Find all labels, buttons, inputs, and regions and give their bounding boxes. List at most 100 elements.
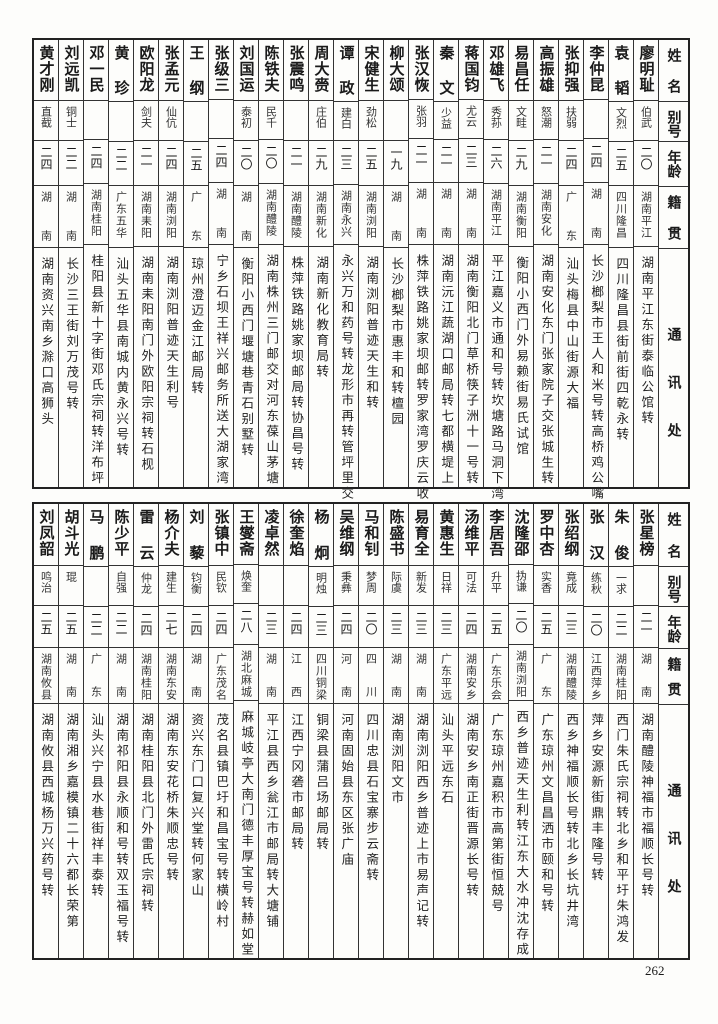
record-native: 湖南醴陵 xyxy=(264,189,278,238)
record-address: 汕头梅县中山街源大福 xyxy=(564,256,580,412)
record-alias: 少益 xyxy=(439,107,453,129)
person-record: 黄珍 二二 广东五华 汕头五华县南城内黄永兴号转 xyxy=(108,40,133,487)
roster-table-bottom: 姓名 别号 年龄 籍贯 通讯处 张星榜 二一 湖南 湖南醴陵神福市福顺长号转 朱俊 一求 二二 湖南桂阳… xyxy=(32,502,690,960)
record-alias: 焕奎 xyxy=(239,570,253,593)
person-record: 高振雄 怒潮 二一 湖南安化 湖南安化东门张家院子交张城生转 xyxy=(533,40,558,487)
record-address: 西门朱氏宗祠转北乡和平圩朱鸿发 xyxy=(614,713,630,946)
record-native: 湖南桂阳 xyxy=(614,653,628,702)
record-alias: 升平 xyxy=(489,571,503,594)
record-age: 一九 xyxy=(389,146,403,171)
person-record: 李居吾 升平 二五 广东乐会 广东琼州嘉积市高第街恒兢号 xyxy=(483,504,508,958)
person-record: 张星榜 二一 湖南 湖南醴陵神福市福顺长号转 xyxy=(633,504,658,958)
record-alias: 尤云 xyxy=(464,105,478,128)
person-record: 马鹏 二二 广东 汕头兴宁县水巷街祥丰泰转 xyxy=(83,504,108,958)
person-record: 邓雄飞 秀荪 二六 湖南平江 平江嘉义市通和号转坎塘路马洞下湾 xyxy=(483,40,508,502)
record-alias: 泰初 xyxy=(239,106,253,129)
record-address: 桂阳县新十字街邓氏宗祠转洋布坪 xyxy=(89,254,105,487)
record-alias: 自强 xyxy=(114,571,128,594)
record-native: 湖南醴陵 xyxy=(289,190,303,239)
record-address: 汕头兴宁县水巷街祥丰泰转 xyxy=(89,713,105,900)
record-age: 二三 xyxy=(414,611,428,636)
person-record: 吴维纲 秉彝 二四 河南 河南固始县东区张广庙 xyxy=(333,504,358,958)
record-native: 湖南攸县 xyxy=(39,652,53,701)
page-number: 262 xyxy=(645,963,665,978)
record-name: 柳大颂 xyxy=(387,45,406,93)
record-name: 欧阳龙 xyxy=(137,45,156,93)
column-header-native: 籍贯 xyxy=(665,195,682,240)
record-alias: 一求 xyxy=(614,572,628,594)
record-name: 高振雄 xyxy=(537,45,556,93)
record-native: 广东 xyxy=(189,191,203,243)
record-age: 二三 xyxy=(389,611,403,636)
record-age: 二三 xyxy=(314,611,328,636)
record-native: 湖南 xyxy=(39,190,53,242)
record-native: 湖南浏阳 xyxy=(364,190,378,239)
record-native: 湖南 xyxy=(389,652,403,698)
record-address: 湖南安乡南正街晋源长号转 xyxy=(464,712,480,899)
record-address: 湖南安化东门张家院子交张城生转 xyxy=(539,254,555,487)
record-native: 广东 xyxy=(539,652,553,698)
record-address: 湖南祁阳县永顺和号转双玉福号转 xyxy=(114,712,130,946)
record-age: 二四 xyxy=(564,146,578,171)
record-name: 李居吾 xyxy=(487,509,506,557)
record-address: 湖南耒阳南门外欧阳宗祠转石枧 xyxy=(139,256,155,474)
person-record: 黄惠生 日祥 二三 广东平远 汕头平远东石 xyxy=(433,504,458,958)
record-name: 张汉 xyxy=(587,509,606,561)
record-native: 湖南 xyxy=(114,652,128,698)
record-native: 湖南桂阳 xyxy=(139,653,153,702)
record-native: 广东五华 xyxy=(114,191,128,240)
person-record: 胡斗光琨二五 湖南 湖南湘乡嘉模镇二十六都长荣第 xyxy=(58,504,83,958)
record-name: 杨介夫 xyxy=(162,509,181,557)
column-header-alias: 别号 xyxy=(665,110,682,138)
record-age: 二三 xyxy=(564,611,578,636)
record-age: 二四 xyxy=(589,144,603,169)
record-name: 邓雄飞 xyxy=(487,45,506,93)
person-record: 刘国运 泰初 二〇 湖南 衡阳小西门堰塘巷青石别墅转 xyxy=(233,40,258,487)
record-address: 四川忠县石宝寨步云斋转 xyxy=(364,712,380,884)
record-name: 蒋国钧 xyxy=(462,45,481,93)
record-native: 湖南新化 xyxy=(314,190,328,239)
record-address: 平江嘉义市通和号转坎塘路马洞下湾 xyxy=(489,254,505,502)
column-header-address: 通讯处 xyxy=(665,327,682,437)
record-name: 杨炯 xyxy=(312,509,331,561)
record-address: 长沙三王街刘万茂号转 xyxy=(64,256,80,412)
record-native: 湖南耒阳 xyxy=(139,190,153,239)
record-alias: 文烈 xyxy=(614,107,628,129)
record-alias: 文畦 xyxy=(514,106,528,129)
record-address: 湖南衡阳北门草桥筷子洲十一号转 xyxy=(464,254,480,487)
record-alias: 日祥 xyxy=(439,571,453,594)
record-age: 二九 xyxy=(514,146,528,171)
record-address: 广东琼州文昌昌洒市颐和号转 xyxy=(539,712,555,915)
record-address: 衡阳小西门堰塘巷青石别墅转 xyxy=(239,256,255,459)
record-alias: 仲龙 xyxy=(139,572,153,594)
record-address: 湖南平江东街泰临公馆转 xyxy=(639,256,655,427)
record-age: 二二 xyxy=(614,611,628,636)
record-address: 茂名县镇巴圩和昌宝号转横岭村 xyxy=(214,712,230,930)
record-name: 陈盛书 xyxy=(387,509,406,557)
person-record: 沈隆邵 㧑谦 二〇 湖南浏阳 西乡普迹天生利转江东大水冲沈存成 xyxy=(508,504,533,958)
record-address: 株萍铁路姚家坝邮局转协昌号转 xyxy=(289,256,305,474)
column-header-name: 姓名 xyxy=(665,48,682,93)
record-age: 二五 xyxy=(489,611,503,636)
record-native: 湖南 xyxy=(414,188,428,239)
record-name: 汤维平 xyxy=(462,509,481,557)
record-age: 二一 xyxy=(539,145,553,170)
person-record: 刘远凯 铜士 二二 湖南 长沙三王街刘万茂号转 xyxy=(58,40,83,487)
record-alias: 庄伯 xyxy=(314,106,328,129)
person-record: 张孟元 仙伉 二四 湖南浏阳 湖南浏阳普迹天生利号 xyxy=(158,40,183,487)
record-native: 广东乐会 xyxy=(489,652,503,701)
record-native: 湖南 xyxy=(239,190,253,242)
record-alias: 可法 xyxy=(464,571,478,594)
record-name: 雷云 xyxy=(137,509,156,561)
record-alias: 钧衡 xyxy=(189,572,203,594)
column-header-age: 年龄 xyxy=(665,615,682,643)
record-age: 二五 xyxy=(64,611,78,636)
record-native: 湖南 xyxy=(64,652,78,698)
record-address: 湖南新化教育局转 xyxy=(314,256,330,381)
record-alias: 秀荪 xyxy=(489,105,503,128)
record-age: 二二 xyxy=(89,611,103,636)
person-record: 秦文 少益 二一 湖南 湖南沅江蔬湖口邮局转七都横堤上 xyxy=(433,40,458,487)
record-name: 马鹏 xyxy=(87,509,106,561)
record-address: 西乡神福顺长号转北乡长坑井湾 xyxy=(564,712,580,930)
record-age: 二二 xyxy=(64,146,78,171)
